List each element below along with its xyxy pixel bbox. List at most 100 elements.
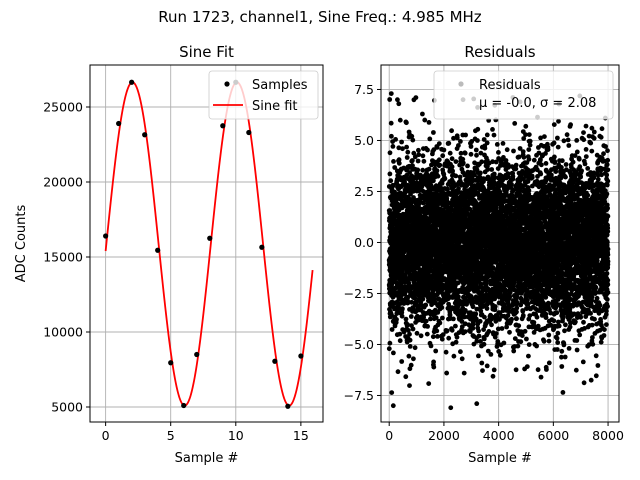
sample-point xyxy=(194,351,200,358)
residual-point xyxy=(504,147,510,153)
residual-point xyxy=(474,338,480,344)
residual-point xyxy=(389,390,395,395)
sample-point xyxy=(298,353,304,359)
residual-point xyxy=(481,341,487,347)
residual-point xyxy=(441,147,447,153)
residual-point xyxy=(431,130,436,135)
residual-point xyxy=(430,334,436,340)
residual-point xyxy=(451,135,456,141)
sample-point xyxy=(181,402,187,409)
residual-point xyxy=(412,345,418,351)
residual-point xyxy=(462,321,468,327)
residual-point xyxy=(467,329,473,334)
residual-point xyxy=(482,314,487,320)
residual-point xyxy=(413,95,419,100)
residual-point xyxy=(411,150,417,156)
residual-point xyxy=(387,150,393,156)
residual-point xyxy=(397,117,403,123)
residual-point xyxy=(429,302,434,308)
residual-point xyxy=(458,349,463,355)
residual-point xyxy=(493,331,499,336)
residual-point xyxy=(476,333,482,339)
residual-point xyxy=(461,280,467,286)
samples-series xyxy=(103,79,304,409)
residual-point xyxy=(478,170,483,176)
sine-fit-axes-frame xyxy=(89,64,324,423)
residual-point xyxy=(490,373,496,379)
residual-point xyxy=(484,363,490,369)
residual-point xyxy=(449,128,454,134)
residual-point xyxy=(406,328,411,333)
residual-point xyxy=(449,156,455,162)
residual-point xyxy=(421,158,427,164)
residual-point xyxy=(420,153,426,159)
residual-point xyxy=(516,154,522,160)
residual-point xyxy=(425,324,430,329)
residual-point xyxy=(459,319,465,324)
residual-point xyxy=(473,294,479,300)
residual-point xyxy=(416,152,422,158)
residual-point xyxy=(511,148,516,154)
residual-point xyxy=(403,374,409,380)
residual-point xyxy=(420,111,425,117)
residual-point xyxy=(418,333,424,339)
residual-point xyxy=(520,313,526,318)
residual-point xyxy=(412,295,418,301)
residual-point xyxy=(387,171,393,177)
residual-point xyxy=(391,159,396,164)
residual-point xyxy=(436,157,442,163)
residual-point xyxy=(407,337,413,343)
sine-fit-y-tick-label: 25000 xyxy=(43,100,83,115)
residual-point xyxy=(407,383,412,388)
residual-point xyxy=(426,166,432,172)
residual-point xyxy=(516,323,522,329)
residual-point xyxy=(397,338,403,344)
residual-point xyxy=(433,315,439,321)
residual-point xyxy=(470,322,476,327)
residual-point xyxy=(440,153,446,159)
sine-fit-legend: Samples Sine fit xyxy=(208,70,319,120)
residual-point xyxy=(396,145,402,151)
figure-suptitle: Run 1723, channel1, Sine Freq.: 4.985 MH… xyxy=(158,8,482,26)
residual-point xyxy=(405,322,410,327)
residual-point xyxy=(509,181,514,187)
residual-point xyxy=(447,150,453,156)
residual-point xyxy=(400,306,405,312)
residual-point xyxy=(393,137,398,142)
residual-point xyxy=(446,140,452,146)
residual-point xyxy=(437,162,443,168)
residual-point xyxy=(499,326,505,331)
residual-point xyxy=(496,150,501,155)
residual-point xyxy=(404,155,410,160)
residual-point xyxy=(442,176,448,182)
sine-fit-x-tick-label: 15 xyxy=(293,428,309,443)
sine-fit-curve xyxy=(104,81,314,407)
residual-point xyxy=(433,348,439,354)
residual-point xyxy=(434,328,440,334)
residual-point xyxy=(434,145,440,150)
residual-point xyxy=(391,350,396,356)
residual-point xyxy=(435,173,441,179)
residual-point xyxy=(453,339,459,345)
residual-point xyxy=(462,150,468,156)
residual-point xyxy=(439,336,445,342)
sample-point xyxy=(220,123,226,129)
residual-point xyxy=(450,168,455,174)
sample-point xyxy=(129,79,135,85)
residual-point xyxy=(406,280,412,286)
residual-point xyxy=(484,306,490,311)
residual-point xyxy=(395,369,401,375)
residual-point xyxy=(410,137,416,143)
residual-point xyxy=(400,146,405,152)
residual-point xyxy=(414,330,420,336)
residual-point xyxy=(411,356,416,362)
residual-point xyxy=(428,343,434,349)
residual-point xyxy=(408,314,414,319)
residual-point xyxy=(399,359,405,364)
residual-point xyxy=(389,133,394,139)
residual-point xyxy=(474,152,479,158)
residual-point xyxy=(440,332,446,337)
sine-fit-ylabel: ADC Counts xyxy=(14,205,29,283)
residual-point xyxy=(410,163,415,169)
